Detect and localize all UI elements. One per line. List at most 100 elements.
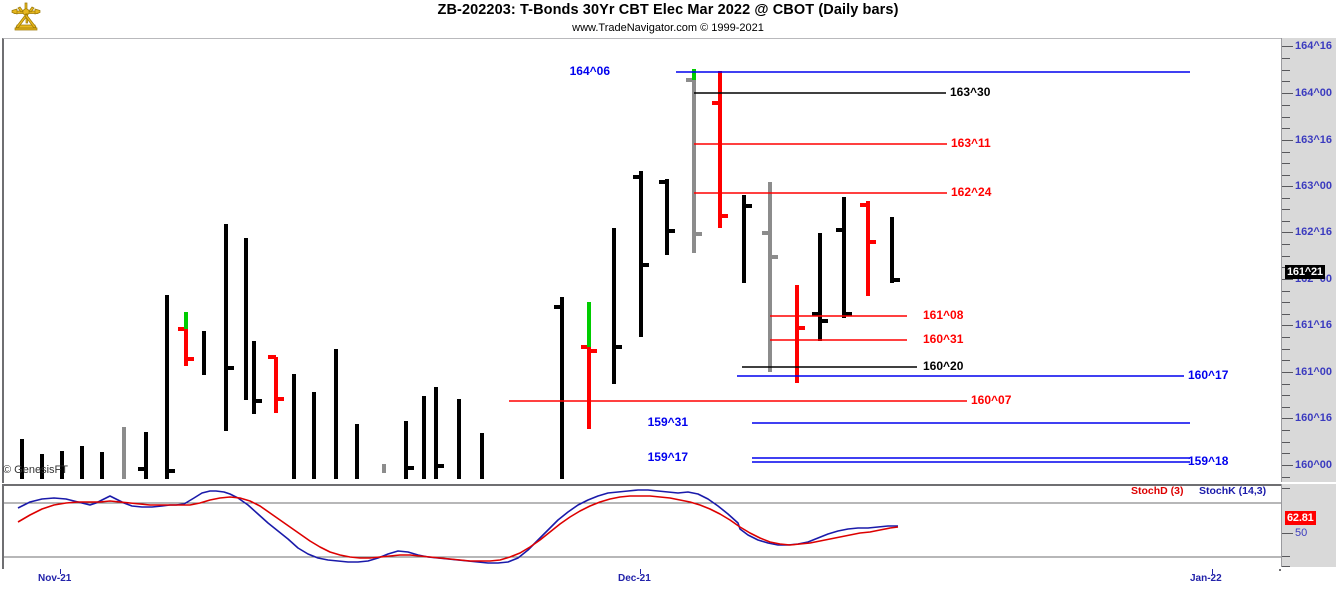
stochastic-axis[interactable]: 62.81 50 [1281,484,1336,567]
price-axis-tick [1282,186,1293,187]
price-chart-canvas [20,69,1190,479]
price-level-label: 163^30 [950,85,991,99]
chart-header: ZB-202203: T-Bonds 30Yr CBT Elec Mar 202… [0,0,1336,36]
price-axis-label: 162^16 [1295,226,1333,238]
stoch-axis-minor-tick [1282,488,1290,489]
stochastic-canvas [4,489,1281,564]
price-level-label: 160^20 [923,359,964,373]
price-bar [836,197,852,318]
price-axis-minor-tick [1282,406,1290,408]
price-axis-minor-tick [1282,116,1290,118]
stoch-k-legend: StochK (14,3) [1199,485,1267,497]
date-axis-label: Nov-21 [38,573,72,584]
stochastic-panel[interactable] [2,484,1281,571]
price-axis-minor-tick [1282,290,1290,292]
price-level-label: 159^18 [1188,454,1229,468]
watermark: © GenesisFT [3,464,68,476]
price-axis-label: 160^00 [1295,459,1333,471]
price-axis-minor-tick [1282,255,1290,257]
price-axis-minor-tick [1282,313,1290,315]
price-level-label: 162^24 [951,185,992,199]
price-bar [762,182,778,372]
price-axis-minor-tick [1282,383,1290,385]
price-axis-minor-tick [1282,197,1290,199]
stoch-axis-minor-tick [1282,566,1290,567]
price-axis-label: 161^00 [1295,366,1333,378]
price-bar [712,71,728,228]
page-title: ZB-202203: T-Bonds 30Yr CBT Elec Mar 202… [437,2,899,18]
price-axis-minor-tick [1282,163,1290,164]
price-bar [860,201,876,296]
current-stoch-badge: 62.81 [1285,511,1316,525]
stoch-d-legend: StochD (3) [1131,485,1184,497]
price-axis-tick [1282,46,1293,47]
price-bar [252,341,262,414]
price-axis-minor-tick [1282,302,1290,303]
price-level-label: 160^07 [971,393,1012,407]
price-bar [686,69,702,253]
price-bar [404,421,414,479]
price-axis-tick [1282,418,1293,419]
current-price-badge: 161^21 [1285,265,1325,279]
price-bar [795,285,805,383]
price-axis-minor-tick [1282,69,1290,71]
price-axis-label: 164^00 [1295,87,1333,99]
price-axis-tick [1282,140,1293,141]
price-bar [812,233,828,341]
price-level-label: 161^08 [923,308,964,322]
price-axis-tick [1282,465,1293,466]
price-axis-label: 163^00 [1295,180,1333,192]
price-axis-minor-tick [1282,81,1290,83]
price-axis-minor-tick [1282,128,1290,130]
price-axis-minor-tick [1282,453,1290,455]
price-bar [165,295,175,479]
price-axis-minor-tick [1282,441,1290,443]
price-axis-tick [1282,279,1293,280]
price-axis-minor-tick [1282,395,1290,396]
stoch-series-line [17,489,898,564]
price-axis-minor-tick [1282,220,1290,222]
stoch-axis-label: 50 [1295,527,1308,539]
price-axis-minor-tick [1282,360,1290,362]
price-axis-minor-tick [1282,209,1290,210]
price-axis-minor-tick [1282,104,1290,106]
date-axis-tick [640,569,641,574]
price-axis[interactable]: 164^16 164^00 163^16 163^00 162^16 162^00 161^… [1281,38,1336,517]
price-level-label: 163^11 [951,136,991,150]
stoch-axis-tick [1282,533,1293,534]
price-bar [659,179,675,255]
price-level-label: 164^06 [569,64,610,78]
date-axis-label: Jan-22 [1190,573,1222,584]
price-axis-tick [1282,232,1293,233]
price-axis-tick [1282,372,1293,373]
price-axis-minor-tick [1282,429,1290,431]
price-chart-panel[interactable] [2,38,1281,483]
price-axis-minor-tick [1282,476,1290,478]
page-subtitle: www.TradeNavigator.com © 1999-2021 [572,22,764,34]
price-bar [268,355,284,413]
price-level-label: 159^31 [647,415,688,429]
price-bar [138,432,148,479]
price-axis-minor-tick [1282,348,1290,350]
date-axis[interactable] [2,569,1279,591]
surveyor-transit-logo-icon [6,1,46,35]
stoch-axis-minor-tick [1282,556,1290,557]
price-bar [434,387,444,479]
price-bar [890,217,900,283]
price-bar [224,224,234,431]
price-axis-minor-tick [1282,151,1290,153]
price-axis-label: 160^16 [1295,412,1333,424]
price-axis-label: 163^16 [1295,134,1333,146]
price-axis-tick [1282,93,1293,94]
price-bar [554,297,564,479]
price-bar [633,171,649,337]
price-axis-minor-tick [1282,336,1290,338]
price-level-label: 160^31 [923,332,964,346]
price-axis-minor-tick [1282,243,1290,245]
price-axis-label: 161^16 [1295,319,1333,331]
price-axis-tick [1282,325,1293,326]
price-level-label: 159^17 [647,450,688,464]
price-bar [742,195,752,283]
stoch-series-line [17,495,899,562]
